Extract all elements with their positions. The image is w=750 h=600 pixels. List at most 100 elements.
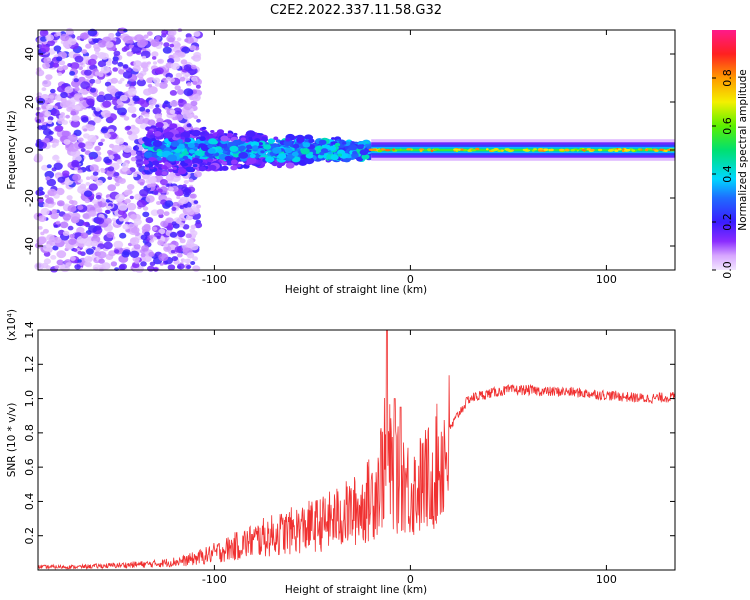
noise-cell [126, 184, 135, 190]
noise-cell [140, 253, 146, 258]
band-cell [184, 137, 192, 143]
noise-cell [56, 31, 62, 36]
band-cell [220, 135, 229, 142]
noise-cell [95, 207, 103, 213]
noise-cell [183, 88, 194, 96]
noise-cell [158, 253, 169, 262]
noise-cell [94, 145, 101, 152]
noise-cell [170, 62, 180, 70]
noise-cell [143, 223, 151, 230]
band-cell [331, 137, 335, 140]
noise-cell [50, 212, 59, 220]
carrier-peak [433, 148, 440, 151]
noise-cell [125, 83, 130, 88]
band-cell [155, 122, 164, 128]
noise-cell [53, 236, 62, 244]
noise-cell [71, 115, 80, 122]
band-cell [291, 151, 299, 157]
band-cell [164, 161, 170, 165]
band-cell [275, 139, 281, 143]
noise-cell [87, 38, 92, 42]
noise-cell [193, 200, 199, 205]
noise-cell [50, 255, 57, 260]
noise-cell [158, 228, 166, 235]
carrier-peak [597, 148, 603, 152]
band-cell [144, 140, 153, 147]
noise-cell [77, 259, 82, 263]
noise-cell [185, 207, 192, 213]
noise-cell [159, 81, 168, 89]
noise-cell [189, 228, 196, 233]
noise-cell [171, 240, 177, 245]
colorbar-tick-label: 0.2 [721, 213, 734, 231]
noise-cell [133, 218, 142, 226]
noise-cell [44, 111, 51, 117]
band-cell [208, 155, 214, 159]
noise-cell [147, 119, 156, 126]
noise-cell [132, 65, 141, 72]
carrier-peak [453, 148, 459, 151]
noise-cell [136, 199, 147, 208]
band-cell [208, 164, 217, 171]
carrier-peak [392, 148, 396, 151]
noise-cell [136, 72, 144, 79]
noise-cell [121, 112, 126, 116]
noise-cell [79, 183, 87, 189]
carrier-peak [622, 148, 625, 151]
noise-cell [73, 75, 78, 79]
band-cell [235, 163, 242, 168]
noise-cell [76, 226, 85, 234]
noise-cell [46, 197, 54, 204]
noise-cell [169, 100, 179, 107]
noise-cell [183, 103, 193, 111]
noise-cell [65, 27, 74, 35]
noise-cell [45, 74, 53, 80]
band-cell [267, 138, 276, 144]
noise-cell [61, 130, 70, 138]
noise-cell [128, 39, 134, 44]
carrier-peak [543, 148, 549, 151]
noise-cell [161, 29, 169, 35]
y-tick-label: -40 [23, 237, 36, 255]
noise-cell [89, 87, 97, 93]
noise-cell [72, 173, 82, 181]
noise-cell [190, 100, 198, 107]
band-cell [305, 153, 314, 159]
band-cell [229, 145, 239, 152]
noise-cell [67, 63, 73, 67]
noise-cell [46, 178, 57, 187]
noise-cell [87, 58, 97, 66]
carrier-peak [524, 149, 531, 152]
band-cell [239, 145, 246, 150]
noise-cell [169, 43, 175, 48]
noise-cell [66, 195, 73, 201]
noise-cell [166, 35, 176, 43]
noise-cell [155, 104, 160, 108]
band-cell [221, 161, 228, 166]
noise-cell [111, 153, 121, 161]
noise-cell [92, 38, 99, 44]
carrier-peak [504, 148, 510, 151]
noise-cell [179, 238, 186, 244]
noise-cell [104, 217, 112, 224]
noise-cell [118, 178, 126, 185]
noise-cell [121, 166, 128, 172]
noise-cell [70, 62, 80, 70]
carrier-peak [617, 148, 622, 151]
noise-cell [118, 203, 128, 211]
noise-cell [47, 119, 53, 125]
band-cell [206, 157, 214, 163]
carrier-peak [427, 148, 432, 152]
noise-cell [116, 159, 123, 165]
carrier-peak [638, 148, 641, 151]
noise-cell [133, 173, 138, 178]
noise-cell [86, 176, 91, 180]
noise-cell [57, 72, 63, 76]
band-cell [284, 147, 293, 154]
noise-cell [130, 81, 136, 86]
noise-cell [46, 104, 54, 111]
noise-cell [112, 67, 118, 72]
noise-cell [186, 123, 192, 128]
noise-cell [102, 100, 112, 108]
y-tick-label: 0 [23, 147, 36, 154]
